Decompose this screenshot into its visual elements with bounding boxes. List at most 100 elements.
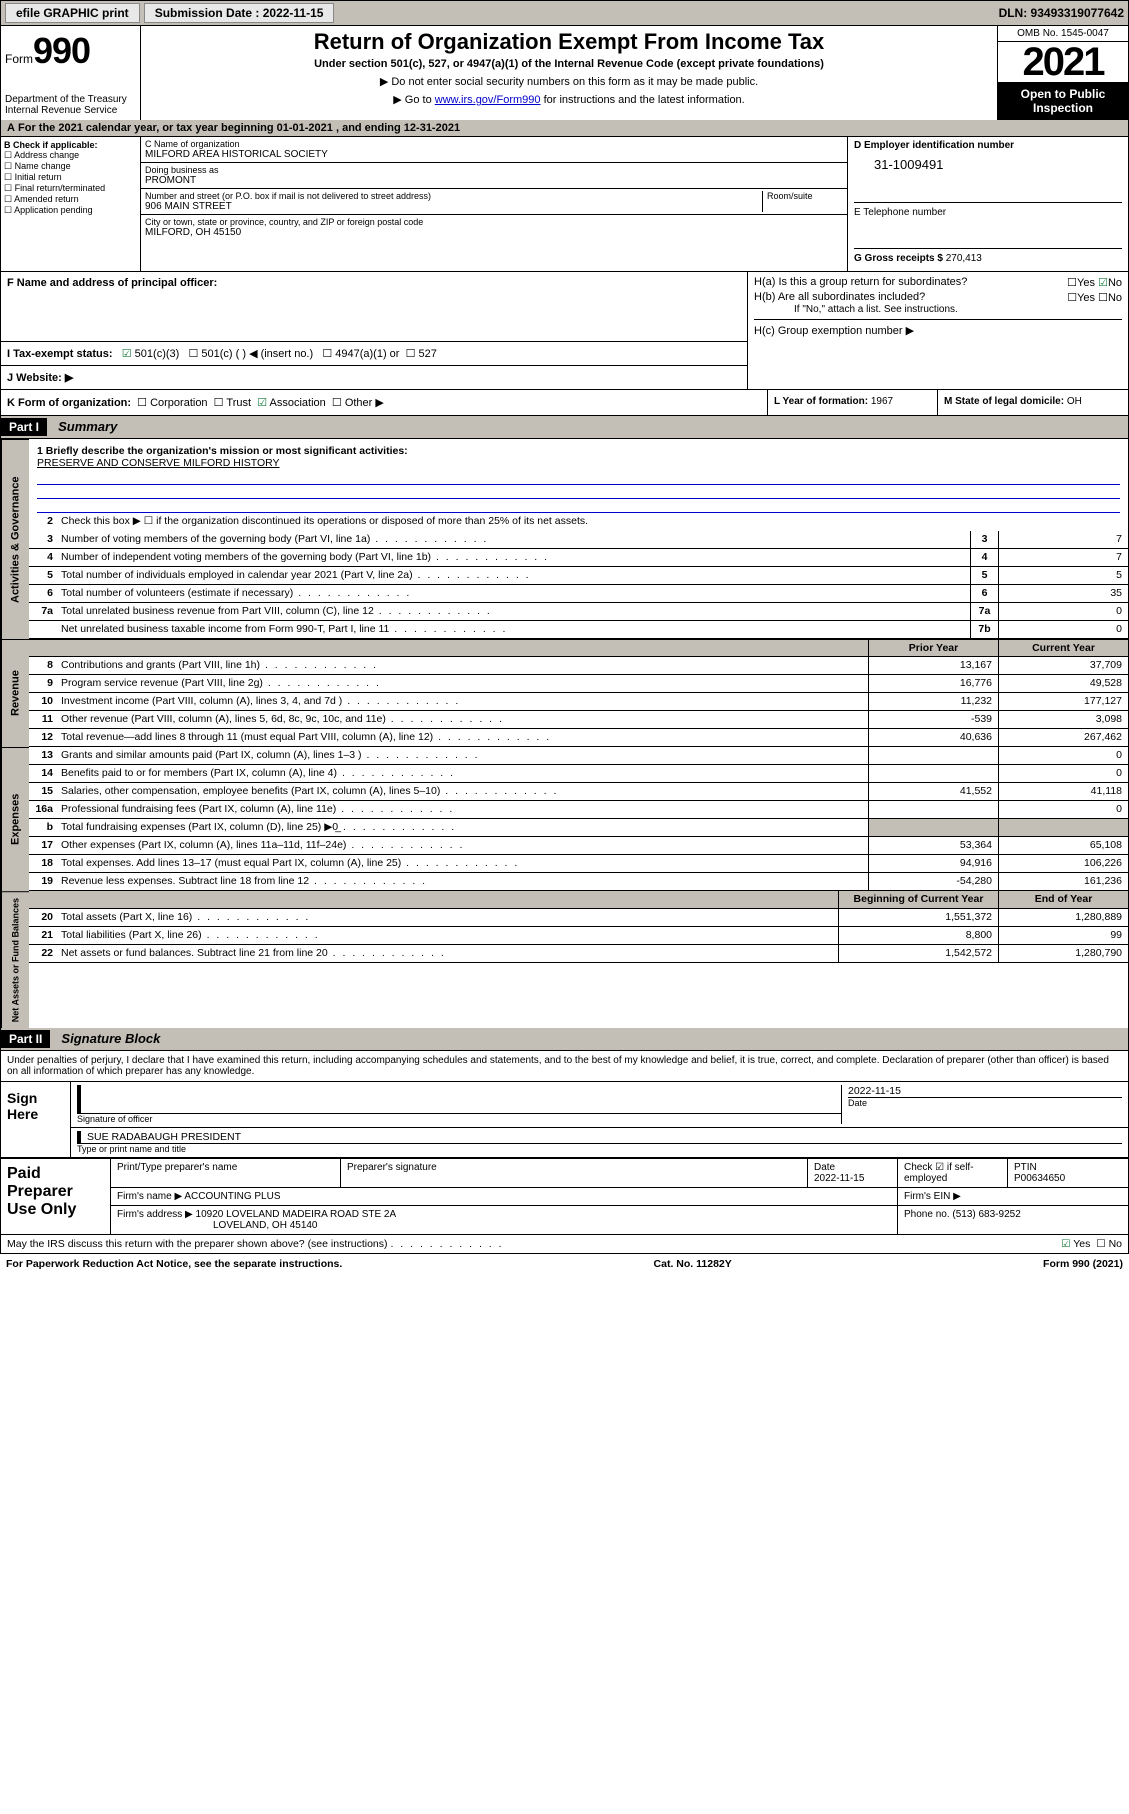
k-corp[interactable]: Corporation [150, 397, 207, 409]
cb-application-pending[interactable]: Application pending [4, 205, 137, 216]
open-to-public: Open to Public Inspection [998, 82, 1128, 120]
vtab-revenue: Revenue [1, 639, 29, 747]
efile-button[interactable]: efile GRAPHIC print [5, 3, 140, 23]
section-m: M State of legal domicile: OH [938, 390, 1128, 415]
summary-row: 6 Total number of volunteers (estimate i… [29, 585, 1128, 603]
form-subtitle: Under section 501(c), 527, or 4947(a)(1)… [149, 58, 989, 70]
officer-name-label: Type or print name and title [77, 1143, 1122, 1154]
row-text: Number of voting members of the governin… [57, 531, 970, 548]
row-prior: 40,636 [868, 729, 998, 746]
row-box: 7a [970, 603, 998, 620]
summary-row: 14 Benefits paid to or for members (Part… [29, 765, 1128, 783]
k-assoc[interactable]: Association [270, 397, 326, 409]
cb-address-change[interactable]: Address change [4, 150, 137, 161]
row-num: 12 [29, 729, 57, 746]
footer-right: Form 990 (2021) [1043, 1258, 1123, 1270]
opt-4947[interactable]: 4947(a)(1) or [335, 348, 399, 360]
row-num: 4 [29, 549, 57, 566]
row-num: 10 [29, 693, 57, 710]
q1: 1 Briefly describe the organization's mi… [29, 439, 1128, 471]
opt-527[interactable]: 527 [418, 348, 436, 360]
phone-val: (513) 683-9252 [952, 1209, 1020, 1220]
section-klm: K Form of organization: ☐ Corporation ☐ … [0, 390, 1129, 416]
ein-label: D Employer identification number [854, 140, 1122, 151]
part1-header: Part I Summary [0, 416, 1129, 439]
sec-b-label: B Check if applicable: [4, 140, 137, 150]
summary-row: b Total fundraising expenses (Part IX, c… [29, 819, 1128, 837]
row-curr: 1,280,790 [998, 945, 1128, 962]
cb-amended-return[interactable]: Amended return [4, 194, 137, 205]
ha-yesno[interactable]: ☐Yes ☑No [1067, 276, 1122, 289]
gross-receipts: 270,413 [946, 253, 982, 264]
cb-initial-return[interactable]: Initial return [4, 172, 137, 183]
signature-block: Under penalties of perjury, I declare th… [0, 1051, 1129, 1159]
row-curr: 99 [998, 927, 1128, 944]
org-name: MILFORD AREA HISTORICAL SOCIETY [145, 149, 843, 160]
row-text: Total number of volunteers (estimate if … [57, 585, 970, 602]
row-num: 14 [29, 765, 57, 782]
row-text: Investment income (Part VIII, column (A)… [57, 693, 868, 710]
cb-name-change[interactable]: Name change [4, 161, 137, 172]
form-number: Form990 [5, 30, 136, 72]
prep-check[interactable]: Check ☑ if self-employed [898, 1159, 1008, 1187]
vtab-governance: Activities & Governance [1, 439, 29, 639]
row-box: 7b [970, 621, 998, 638]
hdr-beginning: Beginning of Current Year [838, 891, 998, 908]
submission-date: 2022-11-15 [263, 6, 324, 20]
row-box: 3 [970, 531, 998, 548]
section-k: K Form of organization: ☐ Corporation ☐ … [1, 390, 768, 415]
dba-value: PROMONT [145, 175, 843, 186]
row-text: Net assets or fund balances. Subtract li… [57, 945, 838, 962]
row-curr: 65,108 [998, 837, 1128, 854]
summary-row: 15 Salaries, other compensation, employe… [29, 783, 1128, 801]
opt-501c3[interactable]: 501(c)(3) [135, 348, 180, 360]
section-b: B Check if applicable: Address change Na… [1, 137, 141, 271]
discuss-yesno[interactable]: ☑ Yes ☐ No [1061, 1238, 1122, 1250]
row-val: 7 [998, 549, 1128, 566]
row-text: Total unrelated business revenue from Pa… [57, 603, 970, 620]
hdr-end: End of Year [998, 891, 1128, 908]
sec-k-label: K Form of organization: [7, 397, 131, 409]
opt-501c[interactable]: 501(c) ( ) ◀ (insert no.) [201, 348, 313, 360]
row-text: Net unrelated business taxable income fr… [57, 621, 970, 638]
row-prior: 53,364 [868, 837, 998, 854]
row-prior: -539 [868, 711, 998, 728]
firm-addr: 10920 LOVELAND MADEIRA ROAD STE 2A [196, 1209, 397, 1220]
row-prior [868, 747, 998, 764]
part2-header: Part II Signature Block [0, 1028, 1129, 1051]
uline [37, 485, 1120, 499]
k-other[interactable]: Other ▶ [345, 397, 384, 409]
form990-link[interactable]: www.irs.gov/Form990 [435, 94, 541, 106]
phone-label-e: E Telephone number [854, 207, 1122, 218]
dept-text: Department of the Treasury Internal Reve… [5, 94, 136, 116]
prep-sig-hdr: Preparer's signature [341, 1159, 808, 1187]
row-val: 0 [998, 603, 1128, 620]
submission-date-button[interactable]: Submission Date : 2022-11-15 [144, 3, 335, 23]
row-num: 18 [29, 855, 57, 872]
sign-here-label: Sign Here [1, 1082, 71, 1158]
addr-value: 906 MAIN STREET [145, 201, 758, 212]
summary-row: 3 Number of voting members of the govern… [29, 531, 1128, 549]
row-prior: 1,551,372 [838, 909, 998, 926]
summary-row: 11 Other revenue (Part VIII, column (A),… [29, 711, 1128, 729]
section-h: H(a) Is this a group return for subordin… [748, 272, 1128, 389]
footer-mid: Cat. No. 11282Y [654, 1258, 732, 1270]
header-line2: Go to www.irs.gov/Form990 for instructio… [149, 93, 989, 106]
uline [37, 499, 1120, 513]
section-bcde: B Check if applicable: Address change Na… [0, 137, 1129, 272]
row-prior: 8,800 [838, 927, 998, 944]
hb-yesno[interactable]: ☐Yes ☐No [1067, 291, 1122, 304]
col-f-ij: F Name and address of principal officer:… [1, 272, 748, 389]
ptin-val: P00634650 [1014, 1173, 1065, 1184]
row-num: 6 [29, 585, 57, 602]
hc-text: H(c) Group exemption number ▶ [754, 319, 1122, 337]
summary-row: 22 Net assets or fund balances. Subtract… [29, 945, 1128, 963]
section-l: L Year of formation: 1967 [768, 390, 938, 415]
cb-final-return[interactable]: Final return/terminated [4, 183, 137, 194]
mission-text: PRESERVE AND CONSERVE MILFORD HISTORY [37, 457, 280, 469]
ptin-hdr: PTIN [1014, 1162, 1037, 1173]
k-trust[interactable]: Trust [226, 397, 251, 409]
row-prior: 94,916 [868, 855, 998, 872]
sec-i-label: I Tax-exempt status: [7, 348, 113, 360]
row-curr: 106,226 [998, 855, 1128, 872]
